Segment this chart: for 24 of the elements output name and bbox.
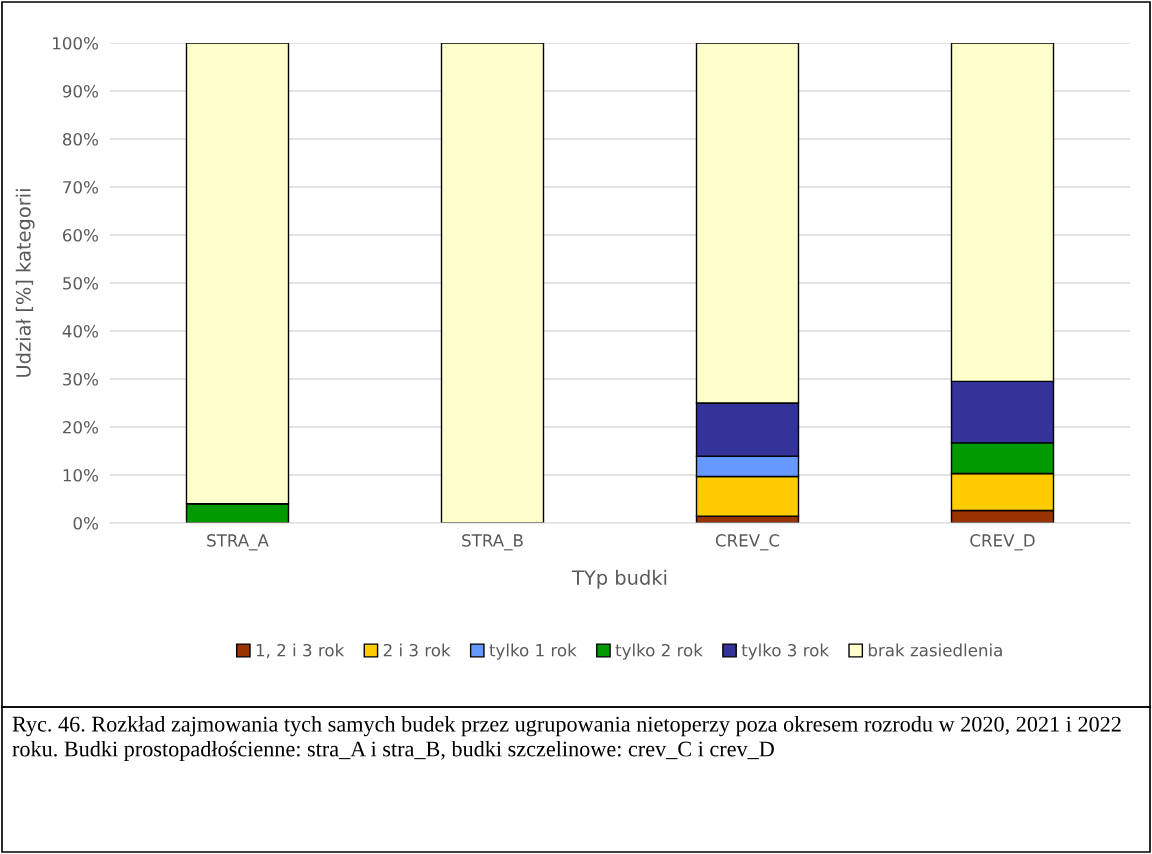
y-tick-label: 0% xyxy=(73,516,98,530)
y-tick-label: 90% xyxy=(62,84,98,98)
x-tick-label: STRA_B xyxy=(462,534,523,551)
legend-label: brak zasiedlenia xyxy=(868,643,1002,657)
y-tick-label: 20% xyxy=(63,420,98,434)
y-tick-label: 60% xyxy=(63,228,98,242)
y-tick-label: 70% xyxy=(63,180,98,194)
x-tick-label: CREV_C xyxy=(715,534,780,551)
x-tick-label: STRA_A xyxy=(207,534,269,551)
y-tick-label: 10% xyxy=(63,468,98,482)
y-tick-label: 40% xyxy=(62,324,98,338)
y-axis-title: Udział [%] kategorii xyxy=(15,189,35,377)
y-tick-label: 30% xyxy=(63,372,98,386)
x-tick-label: CREV_D xyxy=(970,534,1035,551)
legend-label: tylko 1 rok xyxy=(489,643,577,660)
legend-label: 1, 2 i 3 rok xyxy=(256,643,345,659)
y-tick-label: 100% xyxy=(53,36,98,50)
y-tick-label: 80% xyxy=(62,132,98,146)
legend-label: tylko 2 rok xyxy=(615,643,703,660)
text: Ryc. 46. Rozkład zajmowania tych samych budek przez ugrupowania nietoperzy poza okresem rozrodu w 2020, 2021 i 2022 roku. Budki prostopadłościenne: stra_A i stra_B, budki szczelinowe: crev_C i crev_D xyxy=(12,716,1121,762)
legend-label: tylko 3 rok xyxy=(741,643,829,660)
legend-label: 2 i 3 rok xyxy=(383,643,451,657)
y-tick-label: 50% xyxy=(63,276,98,290)
x-axis-title: TYp budki xyxy=(571,569,667,589)
